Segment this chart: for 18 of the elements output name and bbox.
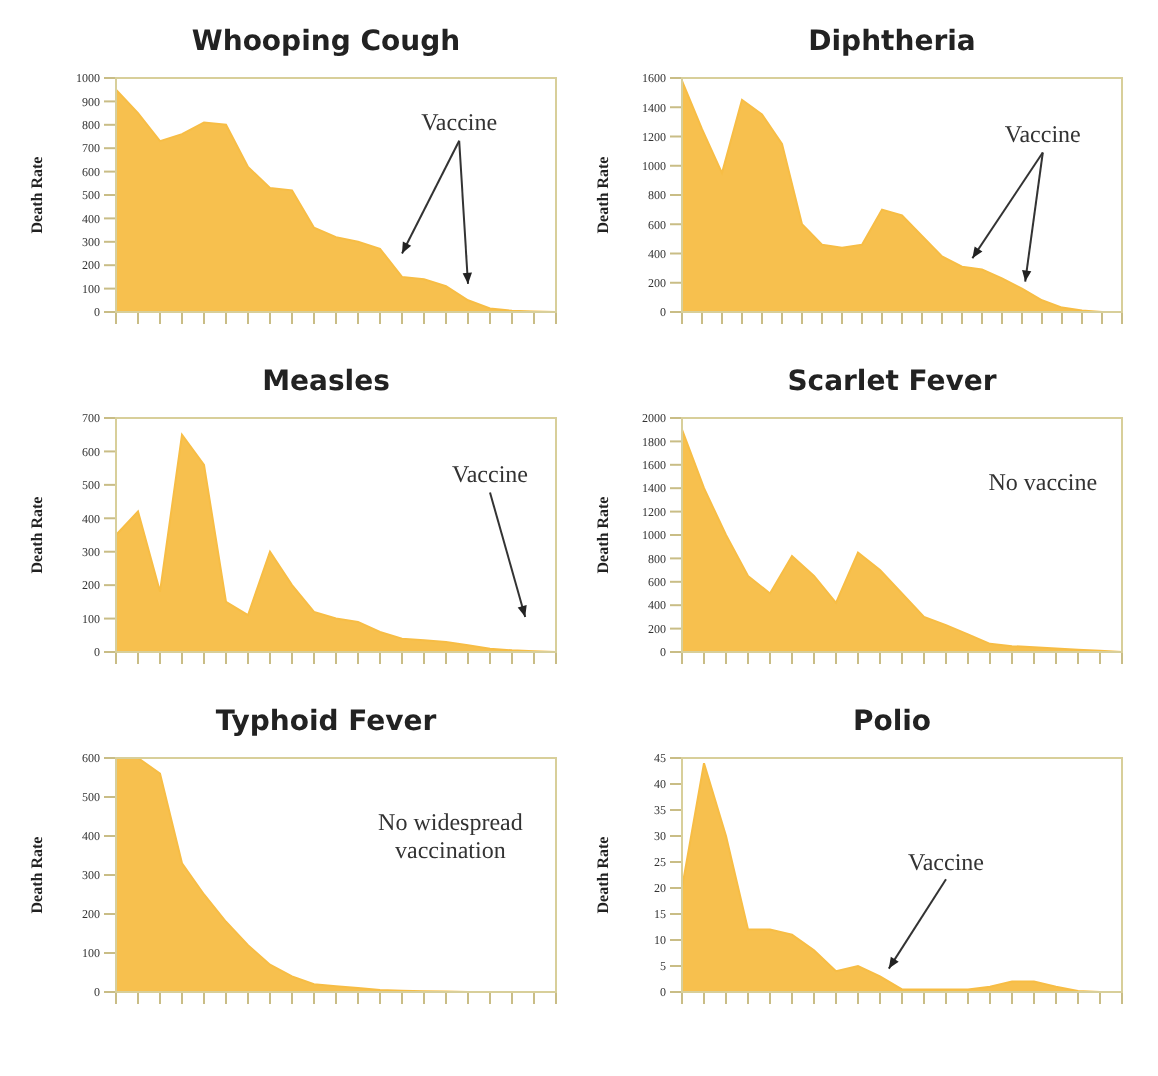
annotation: Vaccine xyxy=(1002,120,1083,149)
chart-title: Polio xyxy=(850,704,934,742)
y-axis-title: Death Rate xyxy=(593,835,612,914)
y-axis-title: Death Rate xyxy=(27,155,46,234)
chart-title: Diphtheria xyxy=(806,24,978,62)
chart-title: Measles xyxy=(260,364,392,402)
annotation: No widespread vaccination xyxy=(376,807,525,864)
annotation: No vaccine xyxy=(986,467,1100,496)
annotation: Vaccine xyxy=(906,847,986,876)
y-axis-title: Death Rate xyxy=(593,495,612,574)
chart-title: Typhoid Fever xyxy=(213,704,439,742)
chart-title: Whooping Cough xyxy=(189,24,463,62)
y-axis-title: Death Rate xyxy=(27,495,46,574)
y-axis-title: Death Rate xyxy=(27,835,46,914)
y-axis-title: Death Rate xyxy=(593,155,612,234)
annotation: Vaccine xyxy=(419,108,500,137)
chart-title: Scarlet Fever xyxy=(785,364,999,402)
annotation: Vaccine xyxy=(450,460,530,489)
